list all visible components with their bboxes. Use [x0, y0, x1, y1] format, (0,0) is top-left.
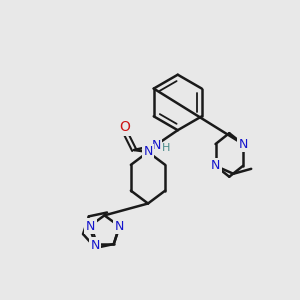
Text: N: N [143, 146, 153, 158]
Text: N: N [211, 159, 220, 172]
Text: N: N [238, 138, 248, 151]
Text: H: H [162, 143, 170, 153]
Text: O: O [119, 120, 130, 134]
Text: N: N [151, 139, 160, 152]
Text: N: N [86, 220, 95, 233]
Text: N: N [90, 238, 100, 252]
Text: N: N [115, 220, 124, 233]
